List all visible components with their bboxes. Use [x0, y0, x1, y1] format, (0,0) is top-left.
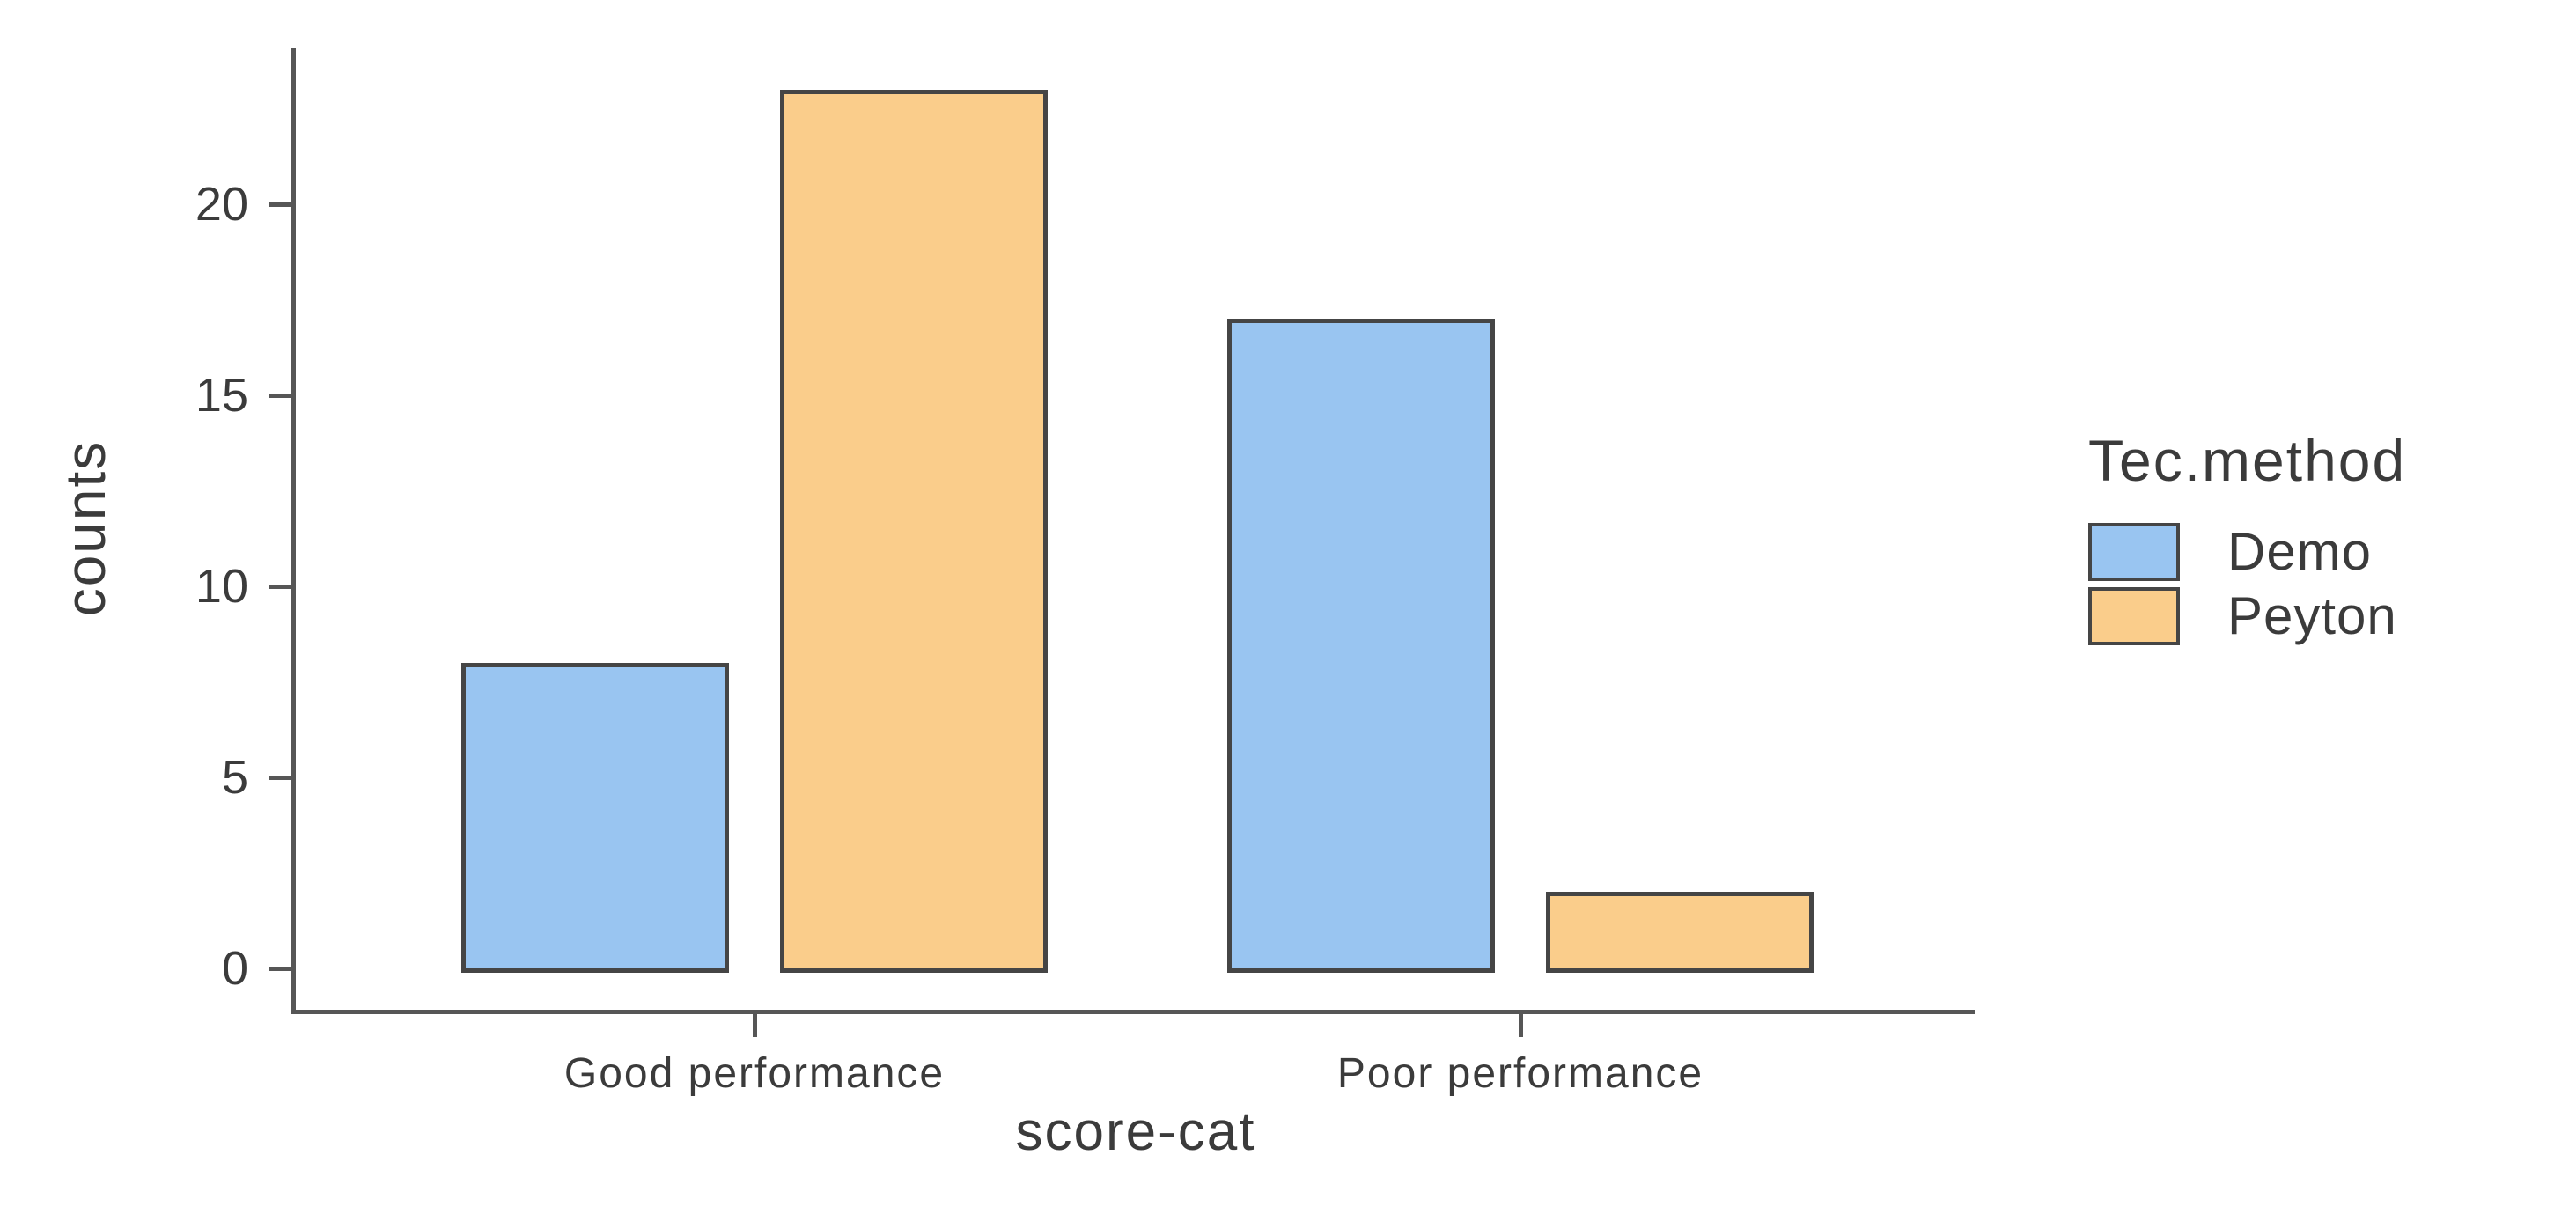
- y-axis-line: [291, 48, 296, 1014]
- y-tick-label: 0: [221, 942, 248, 995]
- y-tick-label: 15: [195, 369, 248, 422]
- y-tick-mark: [269, 967, 292, 971]
- x-tick-label-good-performance: Good performance: [563, 1050, 946, 1097]
- y-tick-mark: [269, 202, 292, 207]
- legend-label-peyton: Peyton: [2227, 586, 2397, 645]
- y-tick-mark: [269, 776, 292, 780]
- bar-demo-good-performance: [461, 663, 729, 973]
- x-tick-label-poor-performance: Poor performance: [1336, 1050, 1704, 1097]
- x-axis-line: [291, 1010, 1975, 1014]
- legend-swatch-peyton: [2088, 586, 2180, 645]
- bar-peyton-good-performance: [780, 90, 1048, 973]
- y-tick-label: 20: [195, 178, 248, 231]
- legend-items: Demo Peyton: [2088, 521, 2406, 646]
- y-tick-mark: [269, 394, 292, 398]
- bar-peyton-poor-performance: [1546, 892, 1814, 973]
- y-axis-title: counts: [54, 439, 117, 617]
- legend-item-demo: Demo: [2088, 521, 2406, 582]
- legend-swatch-demo: [2088, 522, 2180, 581]
- x-axis-title: score-cat: [1015, 1101, 1256, 1162]
- bar-demo-poor-performance: [1227, 319, 1495, 973]
- legend-title: Tec.method: [2088, 428, 2407, 493]
- y-tick-mark: [269, 585, 292, 589]
- legend: Tec.method Demo Peyton: [2088, 431, 2406, 646]
- legend-item-peyton: Peyton: [2088, 585, 2406, 646]
- y-tick-label: 5: [221, 751, 248, 804]
- y-tick-label: 10: [195, 560, 248, 613]
- x-tick-mark: [1519, 1014, 1523, 1037]
- legend-label-demo: Demo: [2227, 522, 2373, 581]
- x-tick-mark: [753, 1014, 757, 1037]
